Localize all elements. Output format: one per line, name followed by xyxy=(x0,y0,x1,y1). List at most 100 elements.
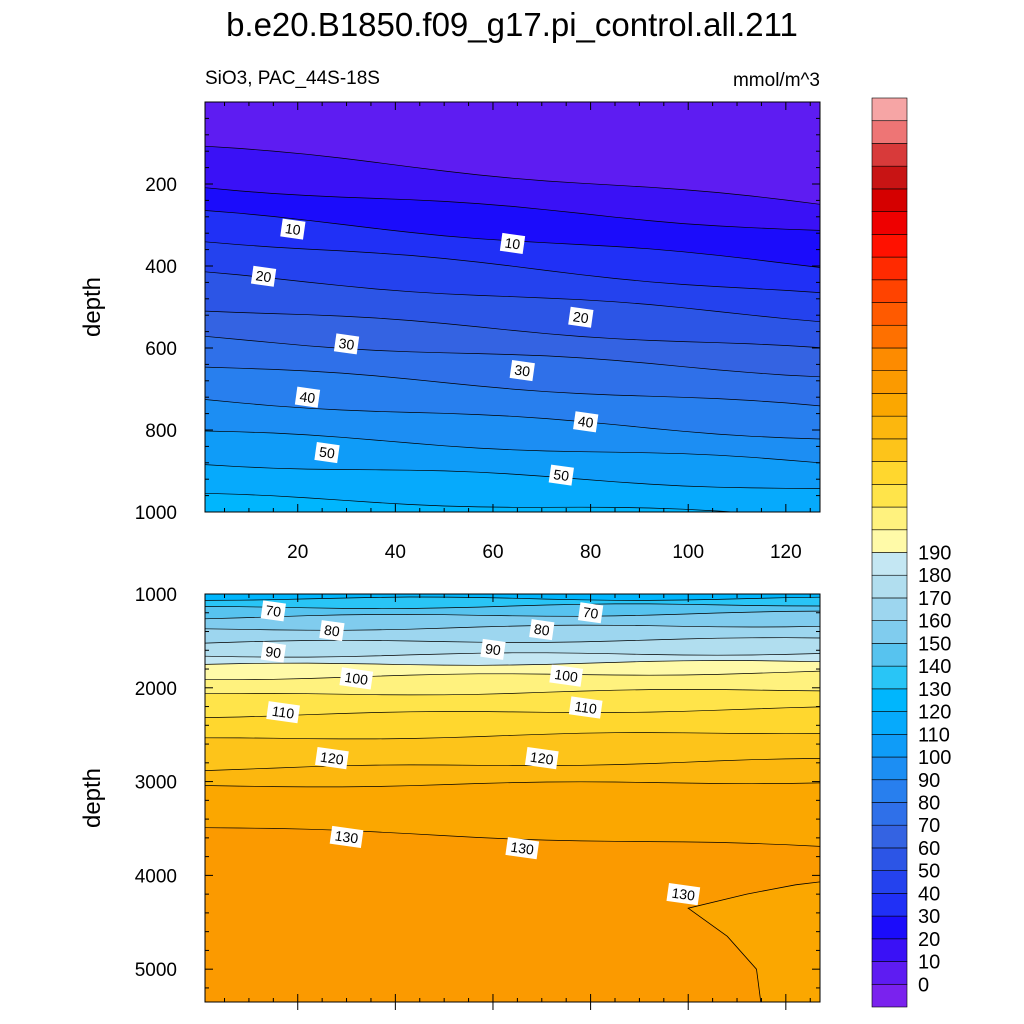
colorbar-tick-label: 140 xyxy=(918,656,951,678)
contour-line xyxy=(205,241,820,293)
colorbar-bin xyxy=(871,415,908,440)
contour-line xyxy=(205,660,820,666)
colorbar-bin xyxy=(871,574,908,599)
colorbar-tick-label: 50 xyxy=(918,861,940,883)
contour-label: 30 xyxy=(333,333,360,355)
colorbar-bin xyxy=(871,915,908,940)
colorbar-bin xyxy=(871,143,908,167)
colorbar-bin xyxy=(871,983,908,1008)
contour-label: 70 xyxy=(577,602,604,624)
contour-label: 120 xyxy=(524,747,559,770)
colorbar-bin xyxy=(871,370,908,394)
contour-label: 70 xyxy=(260,600,286,622)
closed-contour-region xyxy=(687,881,820,1002)
contour-line xyxy=(205,596,820,601)
colorbar-bin xyxy=(871,461,908,485)
colorbar-bin xyxy=(871,529,908,553)
svg-text:90: 90 xyxy=(265,643,283,661)
colorbar-tick-label: 40 xyxy=(918,883,940,905)
svg-text:80: 80 xyxy=(533,621,551,639)
colorbar-tick-label: 0 xyxy=(918,974,929,996)
band-fill xyxy=(205,827,820,1002)
colorbar-bin xyxy=(871,620,908,644)
contour-line xyxy=(205,430,820,464)
colorbar-tick-label: 120 xyxy=(918,702,951,724)
colorbar-bin xyxy=(871,324,908,349)
svg-text:80: 80 xyxy=(323,622,341,640)
colorbar-tick-label: 100 xyxy=(918,747,951,769)
x-tick-label: 120 xyxy=(770,542,802,563)
x-tick-label: 20 xyxy=(287,542,308,563)
colorbar-bin xyxy=(871,302,908,326)
y-tick-label: 200 xyxy=(145,175,177,196)
colorbar-bin xyxy=(871,711,908,735)
colorbar-bin xyxy=(871,665,908,690)
contour-line xyxy=(205,145,820,205)
colorbar-bin xyxy=(871,893,908,917)
colorbar-bin xyxy=(871,165,908,190)
contour-label: 130 xyxy=(329,825,364,849)
y-tick-label: 1000 xyxy=(135,503,177,524)
svg-text:10: 10 xyxy=(504,234,522,252)
svg-text:120: 120 xyxy=(319,749,345,768)
colorbar-tick-label: 190 xyxy=(918,543,951,565)
colorbar-bin xyxy=(871,484,908,508)
colorbar-bin xyxy=(871,938,908,962)
contour-line xyxy=(205,603,820,609)
svg-text:90: 90 xyxy=(484,640,502,658)
contour-label: 50 xyxy=(314,442,340,464)
contour-label: 80 xyxy=(529,619,555,641)
colorbar-bin xyxy=(871,256,908,281)
colorbar-bin xyxy=(871,120,908,144)
colorbar-tick-label: 20 xyxy=(918,929,940,951)
subtitle-units: mmol/m^3 xyxy=(733,70,820,91)
svg-text:100: 100 xyxy=(344,669,370,688)
y-axis-label: depth xyxy=(79,277,106,337)
colorbar-bin xyxy=(871,847,908,871)
plot-frame xyxy=(204,593,821,1003)
contour-label: 10 xyxy=(499,232,526,254)
svg-text:120: 120 xyxy=(529,749,555,768)
colorbar-bin xyxy=(871,188,908,212)
svg-text:30: 30 xyxy=(513,362,531,380)
colorbar-bin xyxy=(871,438,908,462)
colorbar-bin xyxy=(871,733,908,758)
x-tick-label: 80 xyxy=(580,542,601,563)
contour-line xyxy=(205,637,820,644)
contour-line xyxy=(205,335,820,378)
svg-text:110: 110 xyxy=(271,703,296,722)
contour-line xyxy=(205,689,820,696)
colorbar-bin xyxy=(871,870,908,894)
colorbar: 0102030405060708090100110120130140150160… xyxy=(871,97,951,1008)
colorbar-tick-label: 170 xyxy=(918,588,951,610)
y-tick-label: 600 xyxy=(145,339,177,360)
colorbar-tick-label: 70 xyxy=(918,815,940,837)
contour-label: 20 xyxy=(250,265,277,287)
contour-label: 110 xyxy=(266,701,300,724)
svg-text:110: 110 xyxy=(574,698,599,717)
colorbar-tick-label: 30 xyxy=(918,906,940,928)
y-tick-label: 3000 xyxy=(135,773,177,794)
svg-text:10: 10 xyxy=(284,220,302,238)
contour-label: 90 xyxy=(480,638,506,660)
svg-text:20: 20 xyxy=(255,267,273,285)
y-axis-label: depth xyxy=(79,768,106,828)
contour-line xyxy=(205,652,820,658)
contour-line xyxy=(205,706,820,718)
colorbar-tick-label: 10 xyxy=(918,952,940,974)
contour-line xyxy=(205,670,820,681)
colorbar-bin xyxy=(871,824,908,849)
contour-label: 120 xyxy=(315,747,349,770)
contour-line xyxy=(205,781,820,788)
x-tick-label: 100 xyxy=(672,542,704,563)
contour-line xyxy=(205,758,820,771)
y-tick-label: 5000 xyxy=(135,960,177,981)
colorbar-tick-label: 150 xyxy=(918,633,951,655)
colorbar-tick-label: 160 xyxy=(918,611,951,633)
contour-line xyxy=(205,464,820,489)
svg-text:40: 40 xyxy=(299,388,317,406)
svg-text:130: 130 xyxy=(334,827,360,846)
x-tick-label: 60 xyxy=(482,542,503,563)
subtitle-variable: SiO3, PAC_44S-18S xyxy=(205,68,380,89)
